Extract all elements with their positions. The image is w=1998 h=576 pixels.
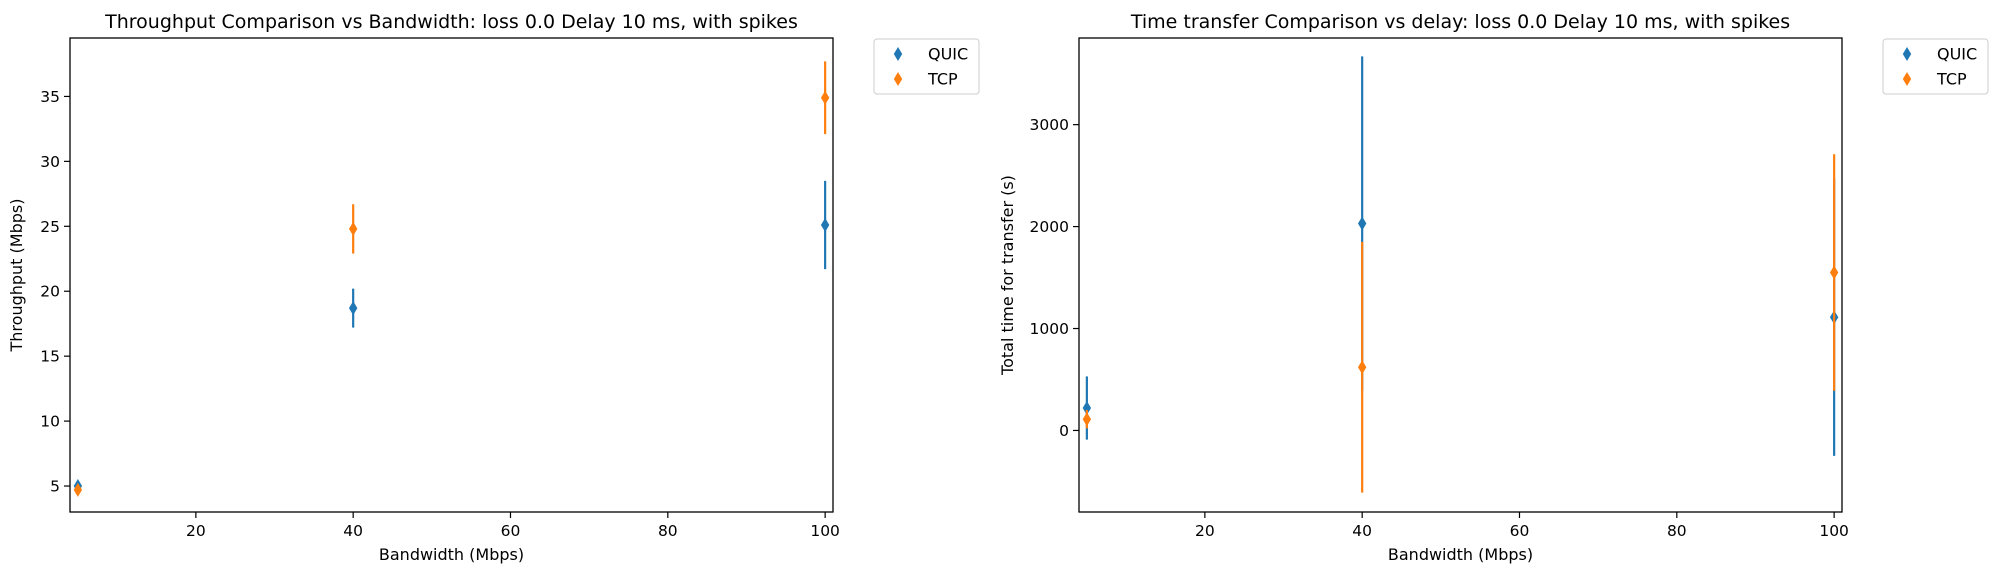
y-axis-label: Total time for transfer (s) <box>998 175 1017 376</box>
data-point <box>348 301 358 316</box>
y-tick-label: 15 <box>40 348 60 366</box>
x-tick-label: 80 <box>658 522 678 540</box>
transfer-time-chart: Time transfer Comparison vs delay: loss … <box>998 11 1989 564</box>
y-tick-label: 5 <box>50 478 60 496</box>
x-tick-label: 100 <box>1819 522 1849 540</box>
series-quic <box>1082 56 1839 456</box>
x-tick-label: 20 <box>186 522 206 540</box>
data-point <box>1082 412 1092 427</box>
x-tick-label: 100 <box>810 522 840 540</box>
data-point <box>1829 265 1839 280</box>
y-tick-label: 25 <box>40 218 60 236</box>
series-tcp <box>73 61 830 497</box>
data-point <box>1357 216 1367 231</box>
y-tick-label: 1000 <box>1030 320 1069 338</box>
data-point <box>1082 401 1092 416</box>
x-tick-label: 40 <box>343 522 363 540</box>
legend-marker <box>893 72 903 86</box>
y-tick-label: 0 <box>1059 422 1069 440</box>
x-tick-label: 60 <box>1510 522 1530 540</box>
x-axis-label: Bandwidth (Mbps) <box>379 545 524 564</box>
y-tick-label: 20 <box>40 283 60 301</box>
legend-label: TCP <box>1936 70 1967 89</box>
legend-marker <box>1902 47 1912 61</box>
legend-marker <box>893 47 903 61</box>
throughput-chart: Throughput Comparison vs Bandwidth: loss… <box>7 11 980 564</box>
y-tick-label: 2000 <box>1030 218 1069 236</box>
legend-label: QUIC <box>1937 45 1977 64</box>
series-tcp <box>1082 154 1839 493</box>
data-point <box>1357 360 1367 375</box>
plot-frame <box>1078 37 1843 513</box>
data-point <box>73 482 83 497</box>
y-tick-label: 3000 <box>1030 116 1069 134</box>
y-tick-label: 35 <box>40 88 60 106</box>
y-tick-label: 10 <box>40 413 60 431</box>
x-tick-label: 80 <box>1667 522 1687 540</box>
plot-frame <box>69 37 834 513</box>
legend: QUIC TCP <box>1882 38 1989 95</box>
chart-title: Time transfer Comparison vs delay: loss … <box>1130 11 1790 33</box>
data-point <box>820 90 830 105</box>
legend-marker <box>1902 72 1912 86</box>
series-quic <box>73 180 830 494</box>
x-axis-label: Bandwidth (Mbps) <box>1388 545 1533 564</box>
x-tick-label: 60 <box>501 522 521 540</box>
legend: QUIC TCP <box>873 38 980 95</box>
x-tick-label: 20 <box>1195 522 1215 540</box>
chart-title: Throughput Comparison vs Bandwidth: loss… <box>104 11 798 33</box>
y-tick-label: 30 <box>40 153 60 171</box>
x-tick-label: 40 <box>1352 522 1372 540</box>
data-point <box>820 218 830 233</box>
legend-label: QUIC <box>928 45 968 64</box>
y-axis-label: Throughput (Mbps) <box>7 199 26 353</box>
data-point <box>348 221 358 236</box>
legend-label: TCP <box>927 70 958 89</box>
